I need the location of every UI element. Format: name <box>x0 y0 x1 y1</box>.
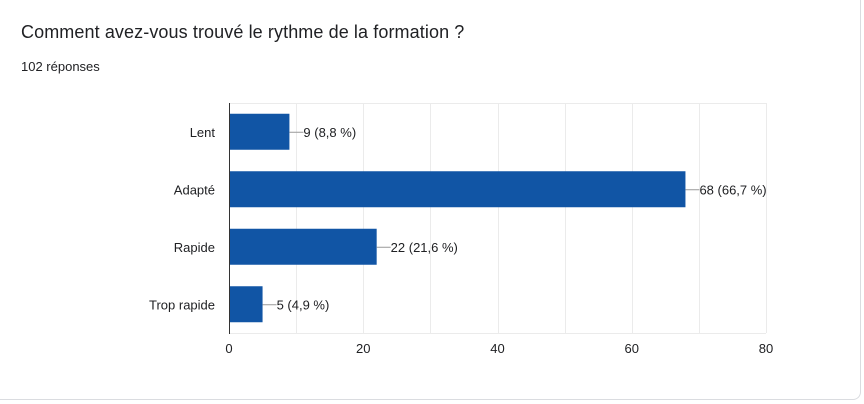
category-label: Rapide <box>174 240 215 255</box>
x-tick-label: 60 <box>625 341 639 356</box>
x-tick-label: 20 <box>356 341 370 356</box>
x-tick-label: 80 <box>759 341 773 356</box>
category-label: Trop rapide <box>149 297 215 312</box>
question-title: Comment avez-vous trouvé le rythme de la… <box>21 22 465 42</box>
category-label: Lent <box>190 125 216 140</box>
bar <box>229 228 377 265</box>
x-tick-label: 40 <box>490 341 504 356</box>
bar <box>229 113 290 150</box>
data-label: 68 (66,7 %) <box>699 182 766 197</box>
data-label: 5 (4,9 %) <box>277 297 330 312</box>
data-label: 9 (8,8 %) <box>303 125 356 140</box>
response-count: 102 réponses <box>21 59 100 74</box>
data-label: 22 (21,6 %) <box>391 240 458 255</box>
category-label: Adapté <box>174 182 215 197</box>
x-tick-label: 0 <box>225 341 232 356</box>
bar <box>229 286 263 323</box>
bar <box>229 171 686 208</box>
